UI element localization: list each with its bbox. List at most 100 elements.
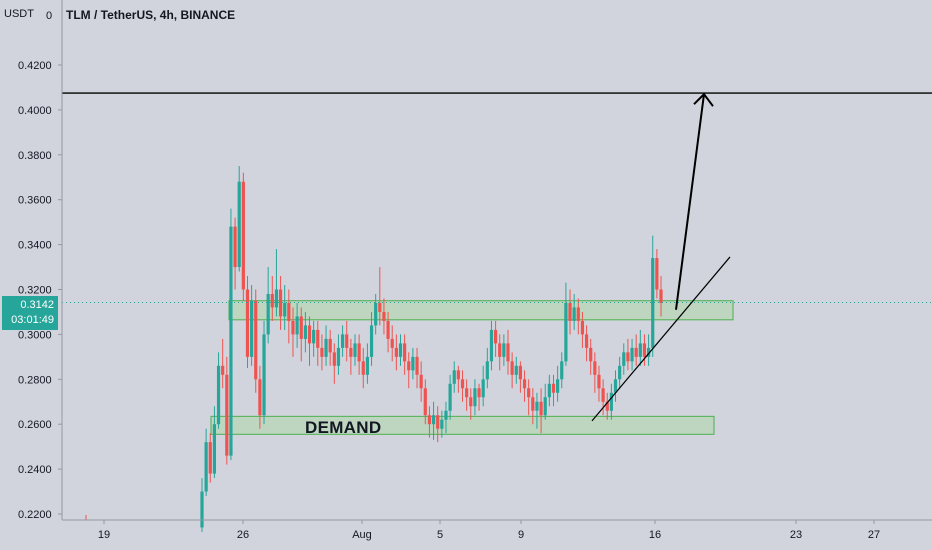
candle-body bbox=[415, 356, 419, 375]
candle-body bbox=[543, 397, 547, 416]
price-tick-label: 0.2600 bbox=[18, 419, 52, 431]
candle-body bbox=[465, 388, 469, 398]
candle-body bbox=[630, 347, 634, 362]
candle-body bbox=[212, 424, 217, 474]
candle-body bbox=[609, 392, 613, 411]
candle-body bbox=[221, 365, 225, 375]
candle-body bbox=[556, 379, 560, 393]
candle-body bbox=[655, 258, 659, 290]
price-tick-label: 0.2400 bbox=[18, 464, 52, 476]
candle-body bbox=[514, 365, 518, 375]
candle-body bbox=[618, 365, 622, 380]
candle-body bbox=[423, 388, 427, 416]
candle-body bbox=[634, 347, 638, 357]
candle-body bbox=[572, 307, 576, 321]
candle-body bbox=[551, 383, 556, 393]
price-tick-label: 0.2200 bbox=[18, 509, 52, 521]
candle-body bbox=[316, 329, 320, 348]
candle-body bbox=[485, 361, 489, 380]
candle-body bbox=[403, 343, 407, 362]
candle-body bbox=[659, 289, 663, 303]
axis-unit-label: USDT bbox=[4, 8, 34, 20]
time-tick-label: 5 bbox=[437, 529, 443, 541]
price-tick-label: 0.3800 bbox=[18, 150, 52, 162]
candle-body bbox=[593, 361, 597, 375]
candle-body bbox=[531, 397, 535, 411]
candle-body bbox=[340, 334, 345, 348]
candle-body bbox=[580, 320, 585, 335]
candle-body bbox=[250, 300, 254, 357]
candle-body bbox=[336, 347, 341, 366]
last-price: 0.3142 bbox=[20, 299, 54, 311]
candle-body bbox=[208, 442, 212, 474]
candle-body bbox=[493, 329, 498, 344]
candle-body bbox=[365, 356, 370, 375]
candle-body bbox=[518, 365, 523, 380]
symbol-title[interactable]: TLM / TetherUS, 4h, BINANCE bbox=[66, 8, 236, 22]
candle-body bbox=[216, 365, 221, 425]
candle-body bbox=[407, 361, 411, 371]
candle-body bbox=[241, 181, 245, 290]
ascending-trendline bbox=[591, 256, 731, 422]
candle-body bbox=[303, 325, 307, 339]
candle-body bbox=[498, 343, 502, 357]
candle-body bbox=[320, 347, 324, 357]
candle-body bbox=[245, 289, 250, 357]
candle-body bbox=[638, 343, 642, 357]
candle-body bbox=[460, 379, 465, 389]
price-tick-label: 0.3400 bbox=[18, 240, 52, 252]
candle-body bbox=[527, 388, 531, 398]
candle-body bbox=[233, 226, 237, 268]
candle-body bbox=[419, 374, 423, 389]
candle-body bbox=[477, 388, 481, 398]
candle-body bbox=[646, 347, 651, 357]
candle-body bbox=[601, 388, 605, 402]
candle-body bbox=[452, 370, 456, 384]
axes: 0.2200 0.2400 0.2600 0.2800 0.3000 0.3200 0.34… bbox=[18, 0, 932, 541]
candle-body bbox=[254, 300, 258, 380]
candle-body bbox=[374, 302, 378, 326]
candle-body bbox=[469, 397, 473, 407]
axis-unit-suffix: 0 bbox=[46, 10, 53, 22]
candle-body bbox=[456, 370, 460, 380]
candle-body bbox=[506, 343, 510, 362]
candle-body bbox=[307, 325, 312, 344]
candle-body bbox=[605, 401, 609, 411]
candle-body bbox=[622, 352, 626, 366]
last-price-tag: 0.3142 03:01:49 bbox=[2, 296, 58, 330]
candle-body bbox=[229, 226, 233, 456]
candle-body bbox=[274, 289, 279, 308]
candle-body bbox=[547, 383, 551, 398]
candle-body bbox=[369, 325, 374, 357]
candle-body bbox=[349, 347, 353, 357]
candle-body bbox=[278, 289, 283, 317]
candle-body bbox=[237, 181, 241, 268]
candle-body bbox=[299, 316, 303, 339]
price-tick-label: 0.3000 bbox=[18, 329, 52, 341]
candle-body bbox=[394, 347, 398, 357]
price-tick-label: 0.2800 bbox=[18, 374, 52, 386]
candle-body bbox=[444, 410, 448, 420]
candle-body bbox=[312, 329, 316, 344]
candle-body bbox=[448, 383, 452, 411]
time-tick-label: 26 bbox=[237, 529, 249, 541]
candle-body bbox=[589, 347, 593, 362]
candle-body bbox=[568, 302, 572, 321]
candle-body bbox=[332, 352, 336, 366]
candle-body bbox=[481, 379, 485, 398]
candles bbox=[85, 166, 663, 532]
candle-body bbox=[353, 343, 357, 357]
candle-body bbox=[204, 442, 208, 492]
price-tick-label: 0.4200 bbox=[18, 60, 52, 72]
bar-countdown: 03:01:49 bbox=[11, 314, 54, 326]
candle-body bbox=[258, 379, 262, 416]
candle-body bbox=[386, 320, 390, 339]
candle-body bbox=[539, 401, 543, 416]
projection-arrow bbox=[675, 94, 705, 310]
candle-body bbox=[651, 258, 655, 348]
zones bbox=[210, 300, 734, 435]
candle-body bbox=[291, 320, 295, 335]
candle-body bbox=[564, 302, 568, 362]
